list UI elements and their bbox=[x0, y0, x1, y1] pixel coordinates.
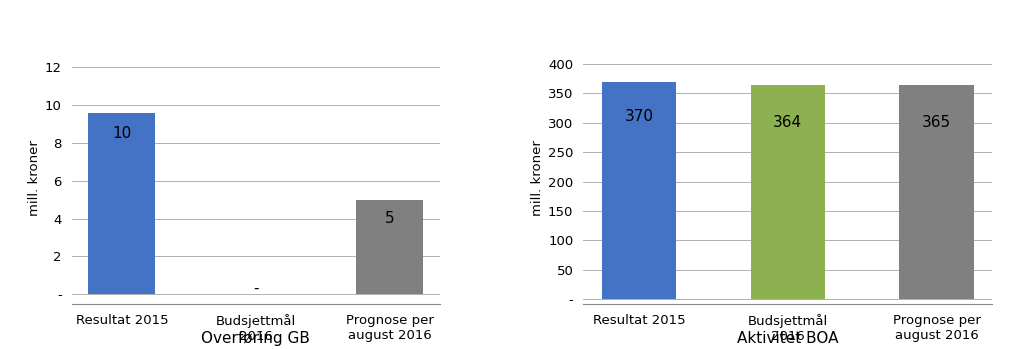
Text: -: - bbox=[253, 281, 259, 296]
Text: Overføring GB: Overføring GB bbox=[202, 331, 310, 346]
Bar bbox=[899, 85, 974, 299]
Text: 5: 5 bbox=[385, 211, 395, 226]
Bar bbox=[356, 200, 424, 294]
Bar bbox=[751, 85, 825, 299]
Text: 364: 364 bbox=[773, 115, 802, 130]
Text: 370: 370 bbox=[624, 110, 654, 125]
Y-axis label: mill. kroner: mill. kroner bbox=[28, 140, 41, 216]
Y-axis label: mill. kroner: mill. kroner bbox=[531, 140, 544, 216]
Bar bbox=[602, 82, 676, 299]
Text: 365: 365 bbox=[922, 115, 951, 130]
Bar bbox=[88, 113, 155, 294]
Text: Aktivitet BOA: Aktivitet BOA bbox=[737, 331, 839, 346]
Text: 10: 10 bbox=[113, 126, 131, 141]
